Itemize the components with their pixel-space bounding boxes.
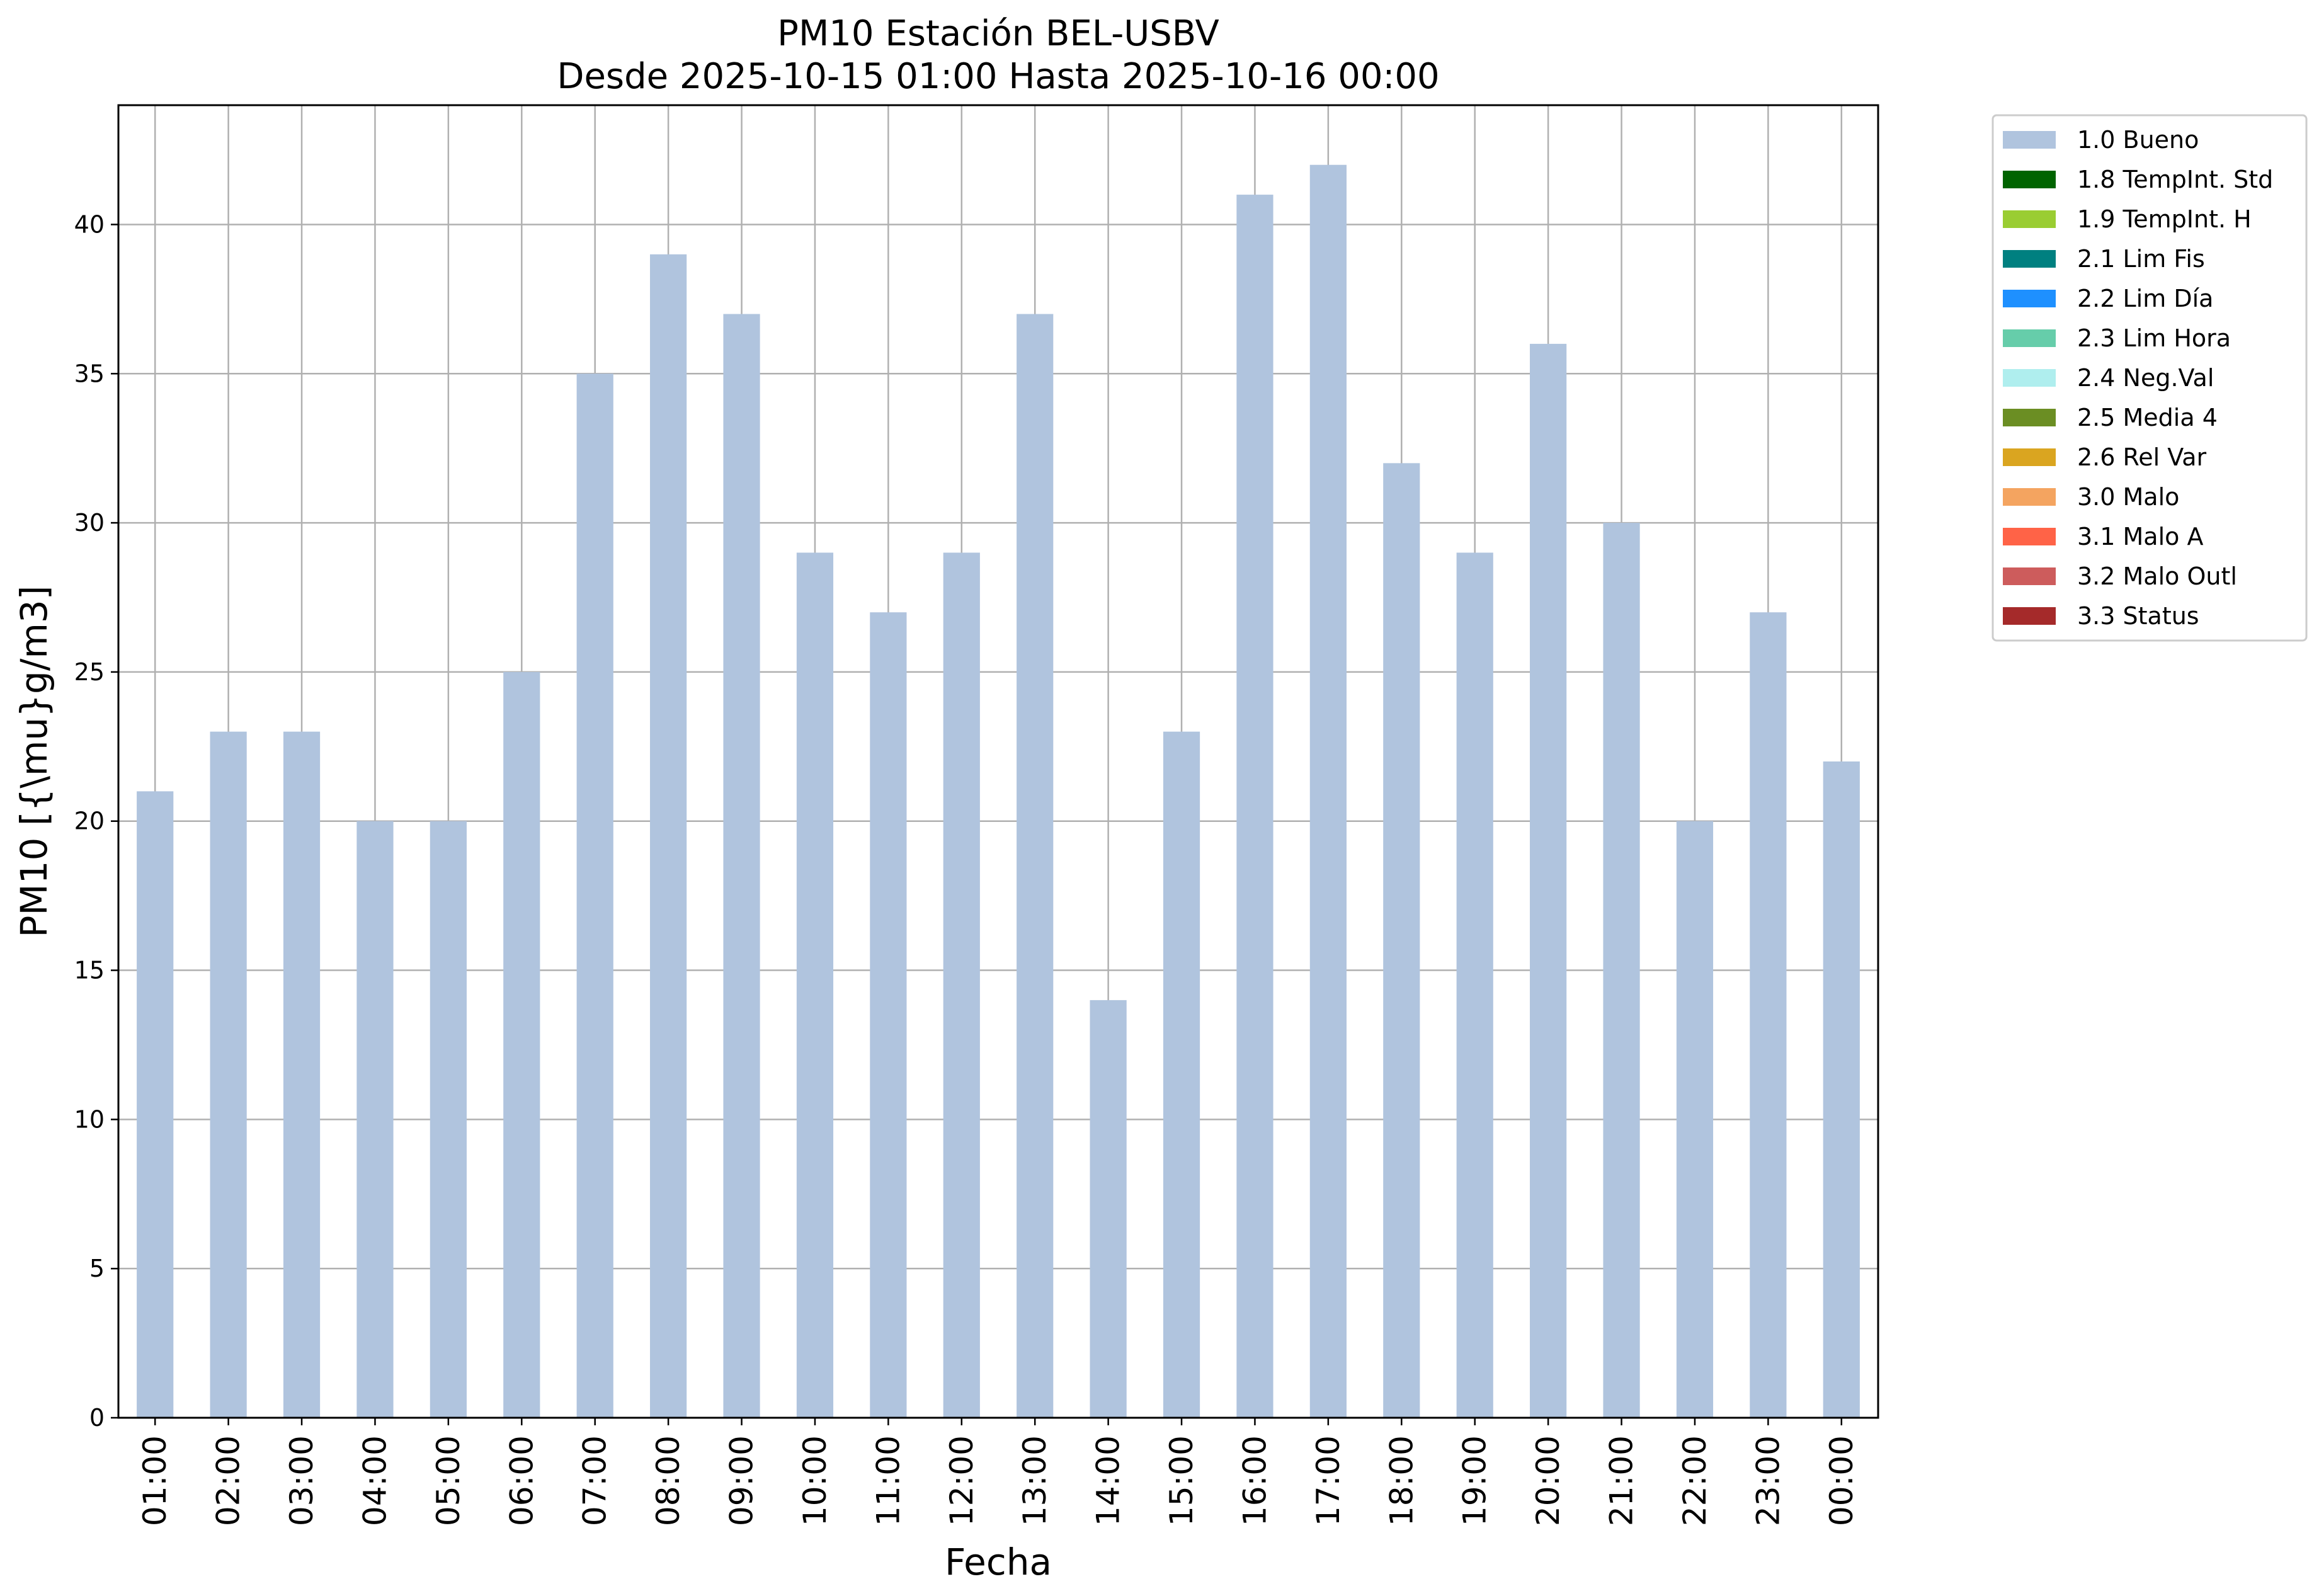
legend-label: 1.0 Bueno xyxy=(2077,126,2199,154)
legend-label: 3.1 Malo A xyxy=(2077,523,2203,550)
x-tick-label: 15:00 xyxy=(1163,1435,1200,1526)
bar-22:00 xyxy=(1676,821,1714,1418)
y-tick-label: 40 xyxy=(74,210,105,238)
bars xyxy=(137,164,1860,1418)
bar-08:00 xyxy=(650,254,687,1418)
x-tick-label: 13:00 xyxy=(1017,1435,1053,1526)
y-tick-label: 5 xyxy=(89,1255,105,1282)
bar-00:00 xyxy=(1823,761,1860,1418)
bar-16:00 xyxy=(1236,195,1273,1418)
bar-04:00 xyxy=(356,821,394,1418)
x-tick-label: 11:00 xyxy=(870,1435,906,1526)
legend-swatch xyxy=(2003,567,2056,585)
bar-07:00 xyxy=(576,373,613,1418)
y-tick-label: 15 xyxy=(74,957,105,984)
bar-23:00 xyxy=(1750,612,1787,1418)
legend-label: 3.0 Malo xyxy=(2077,483,2179,511)
legend-swatch xyxy=(2003,488,2056,506)
bar-17:00 xyxy=(1309,164,1347,1418)
bar-21:00 xyxy=(1603,523,1640,1418)
x-tick-label: 09:00 xyxy=(724,1435,760,1526)
bar-06:00 xyxy=(503,671,540,1418)
bar-13:00 xyxy=(1017,314,1054,1418)
x-tick-label: 22:00 xyxy=(1677,1435,1713,1526)
bar-19:00 xyxy=(1456,552,1493,1418)
x-axis-ticks: 01:00 02:00 03:00 04:00 05:00 06:00 07:00 08:00… xyxy=(137,1418,1860,1526)
x-tick-label: 23:00 xyxy=(1750,1435,1786,1526)
legend-swatch xyxy=(2003,448,2056,466)
bar-02:00 xyxy=(210,731,247,1418)
legend-swatch xyxy=(2003,329,2056,347)
x-tick-label: 16:00 xyxy=(1236,1435,1273,1526)
legend-label: 3.2 Malo Outl xyxy=(2077,562,2237,590)
bar-01:00 xyxy=(137,791,174,1418)
x-tick-label: 02:00 xyxy=(210,1435,247,1526)
bar-20:00 xyxy=(1530,343,1567,1418)
legend-label: 2.1 Lim Fis xyxy=(2077,245,2205,273)
bar-10:00 xyxy=(796,552,834,1418)
y-tick-label: 10 xyxy=(74,1105,105,1133)
legend-label: 2.3 Lim Hora xyxy=(2077,324,2231,352)
legend-swatch xyxy=(2003,607,2056,625)
legend-label: 2.6 Rel Var xyxy=(2077,443,2207,471)
legend-swatch xyxy=(2003,369,2056,387)
legend-label: 3.3 Status xyxy=(2077,602,2199,630)
bar-03:00 xyxy=(283,731,321,1418)
bar-11:00 xyxy=(870,612,907,1418)
x-tick-label: 12:00 xyxy=(943,1435,980,1526)
x-tick-label: 17:00 xyxy=(1310,1435,1347,1526)
bar-14:00 xyxy=(1090,1000,1127,1418)
plot-frame xyxy=(117,104,1879,1419)
y-tick-label: 0 xyxy=(89,1404,105,1432)
legend-swatch xyxy=(2003,210,2056,228)
legend-swatch xyxy=(2003,250,2056,268)
y-tick-label: 20 xyxy=(74,807,105,835)
y-axis-ticks: 0 5 10 15 20 25 30 35 40 xyxy=(74,210,118,1432)
x-tick-label: 08:00 xyxy=(650,1435,687,1526)
legend-swatch xyxy=(2003,290,2056,307)
bar-18:00 xyxy=(1383,463,1420,1418)
bar-05:00 xyxy=(430,821,467,1418)
legend-label: 2.4 Neg.Val xyxy=(2077,364,2214,392)
legend: 1.0 Bueno 1.8 TempInt. Std 1.9 TempInt. H 2… xyxy=(1991,114,2308,642)
x-tick-label: 19:00 xyxy=(1457,1435,1493,1526)
x-tick-label: 14:00 xyxy=(1090,1435,1127,1526)
legend-swatch xyxy=(2003,171,2056,188)
x-tick-label: 03:00 xyxy=(283,1435,320,1526)
x-tick-label: 01:00 xyxy=(137,1435,173,1526)
x-tick-label: 10:00 xyxy=(797,1435,833,1526)
legend-label: 2.2 Lim Día xyxy=(2077,285,2213,312)
y-tick-label: 25 xyxy=(74,658,105,686)
chart-subtitle: Desde 2025-10-15 01:00 Hasta 2025-10-16 … xyxy=(557,56,1439,97)
x-tick-label: 18:00 xyxy=(1383,1435,1420,1526)
x-tick-label: 20:00 xyxy=(1530,1435,1566,1526)
legend-swatch xyxy=(2003,131,2056,149)
legend-swatch xyxy=(2003,528,2056,545)
bar-15:00 xyxy=(1163,731,1200,1418)
x-tick-label: 07:00 xyxy=(577,1435,613,1526)
x-tick-label: 05:00 xyxy=(430,1435,467,1526)
y-tick-label: 30 xyxy=(74,509,105,537)
legend-swatch xyxy=(2003,409,2056,426)
y-tick-label: 35 xyxy=(74,360,105,387)
legend-label: 1.9 TempInt. H xyxy=(2077,205,2252,233)
x-axis-label: Fecha xyxy=(945,1541,1052,1583)
x-tick-label: 04:00 xyxy=(356,1435,393,1526)
x-tick-label: 00:00 xyxy=(1823,1435,1860,1526)
legend-label: 1.8 TempInt. Std xyxy=(2077,166,2273,193)
x-tick-label: 06:00 xyxy=(503,1435,540,1526)
bar-12:00 xyxy=(943,552,980,1418)
bar-09:00 xyxy=(723,314,760,1418)
chart-title: PM10 Estación BEL-USBV xyxy=(777,13,1219,54)
y-axis-label: PM10 [{\mu}g/m3] xyxy=(13,586,55,938)
x-tick-label: 21:00 xyxy=(1604,1435,1640,1526)
legend-box xyxy=(1991,114,2308,642)
legend-label: 2.5 Media 4 xyxy=(2077,404,2218,431)
